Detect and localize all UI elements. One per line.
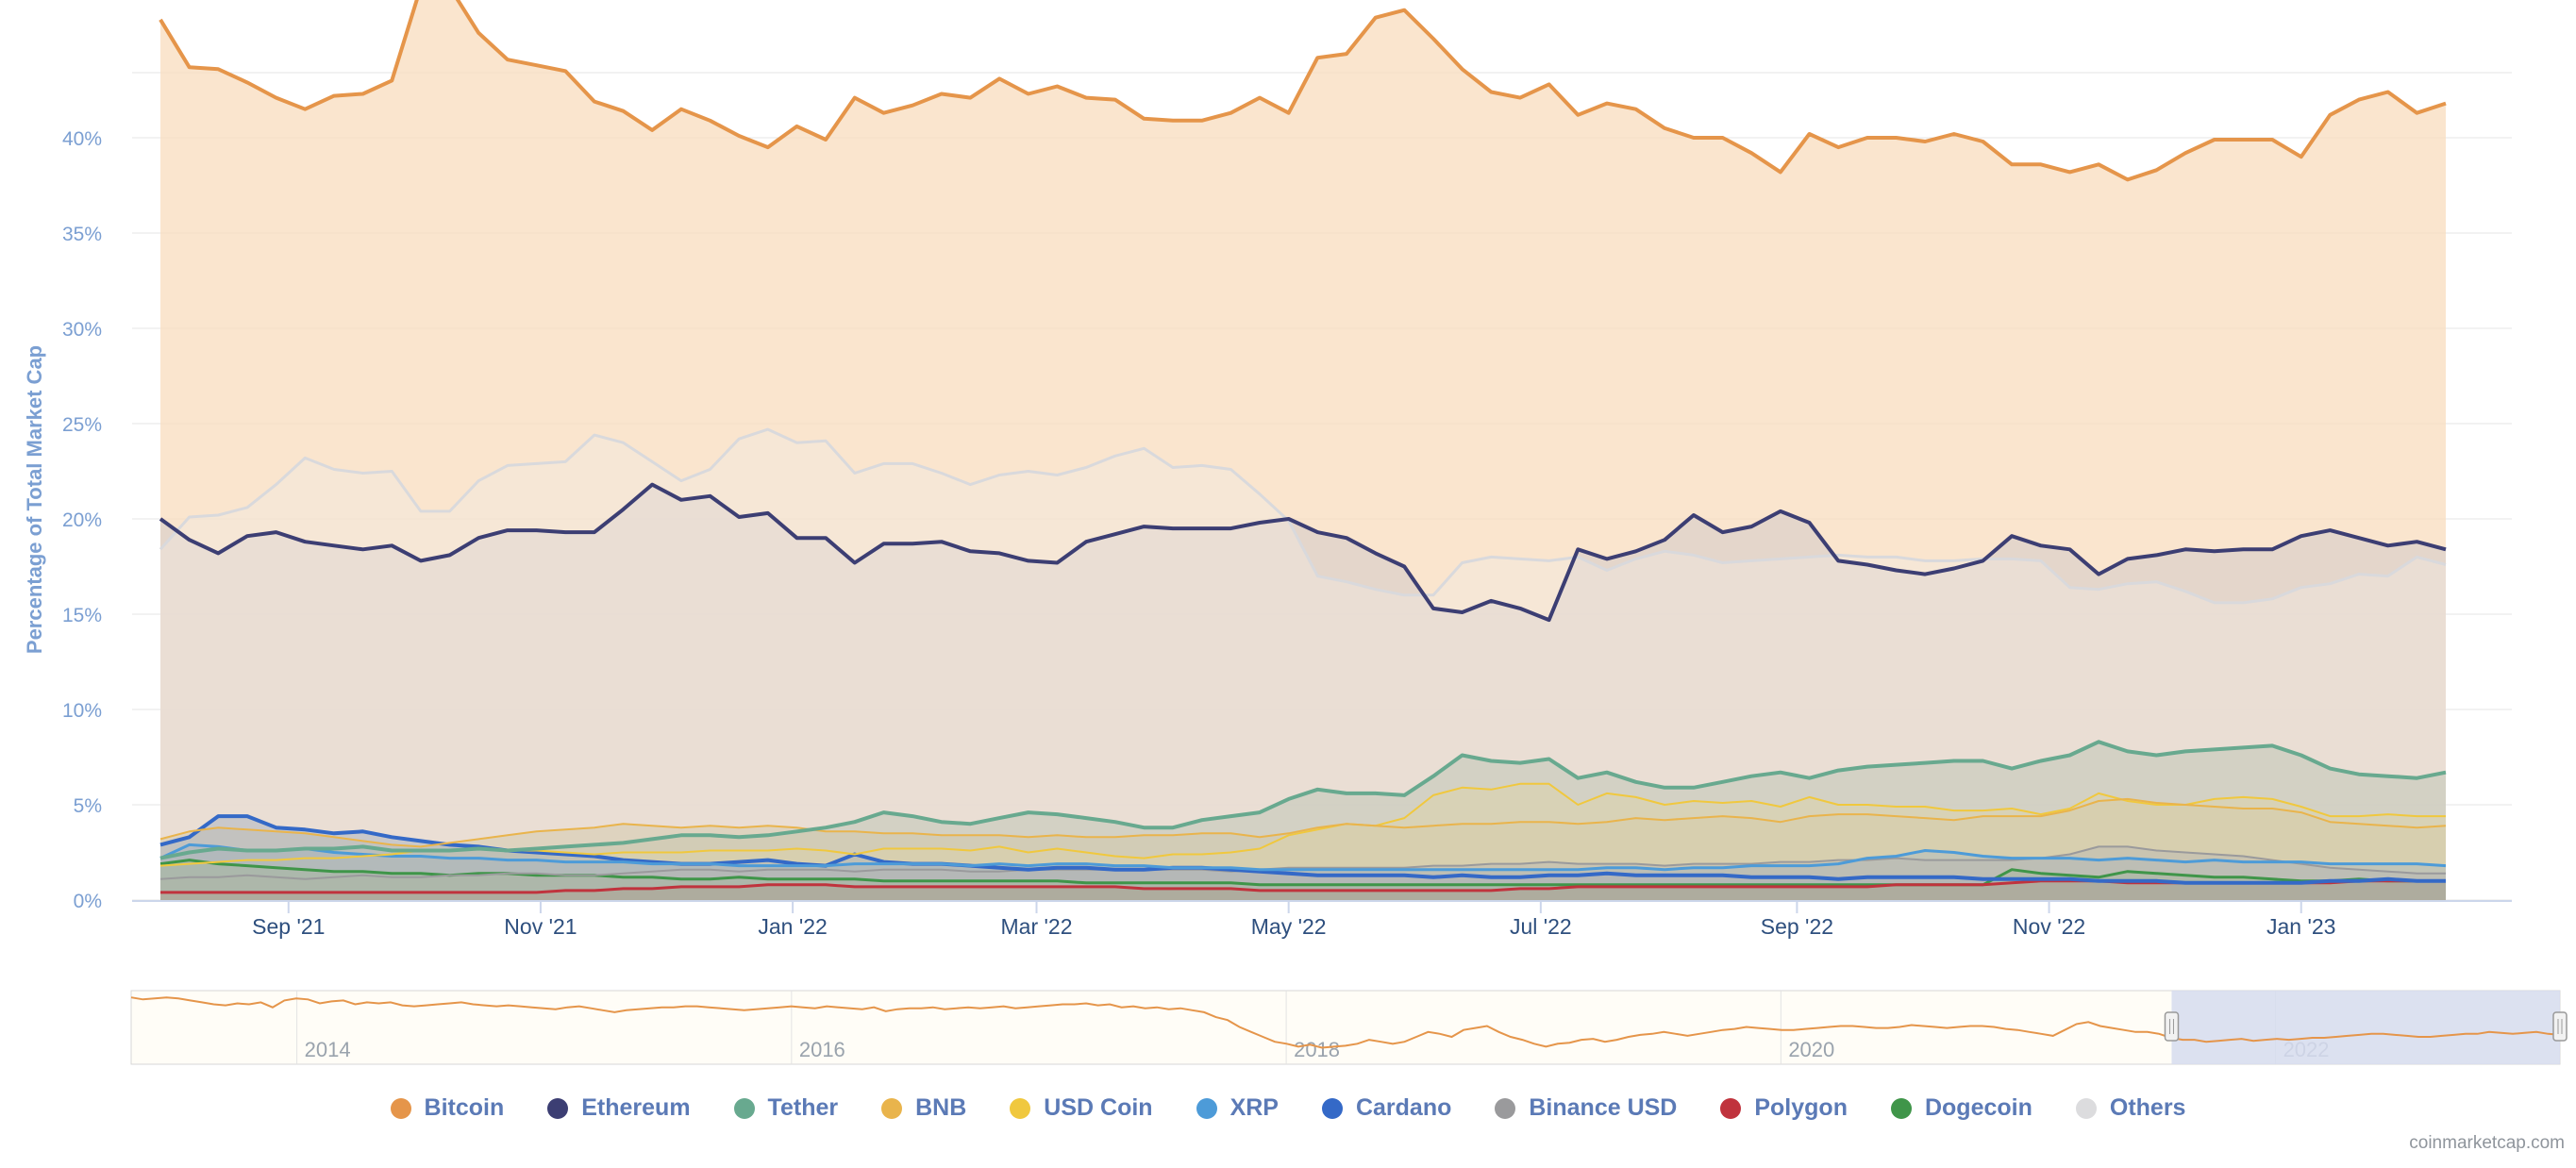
source-credit: coinmarketcap.com	[2409, 1133, 2565, 1153]
navigator-year-label: 2014	[305, 1038, 351, 1061]
chart-svg: 0% 5% 10% 15% 20% 25% 30% 35% 40% Sep '21 Nov '21…	[23, 0, 2568, 1065]
line-usd-coin[interactable]	[159, 782, 2446, 867]
legend-item-bnb[interactable]: BNB	[881, 1094, 966, 1122]
x-tick-label: Sep '21	[252, 914, 325, 939]
legend-item-binance-usd[interactable]: Binance USD	[1495, 1094, 1677, 1122]
legend-marker	[1720, 1097, 1742, 1119]
legend-label: Others	[2109, 1094, 2186, 1121]
area-bitcoin	[160, 0, 2446, 900]
legend-label: Cardano	[1355, 1094, 1452, 1121]
legend-item-bitcoin[interactable]: Bitcoin	[390, 1094, 505, 1122]
x-tick-label: Jan '23	[2267, 914, 2335, 939]
legend-label: XRP	[1229, 1094, 1279, 1121]
legend-marker	[881, 1097, 903, 1119]
x-axis: Sep '21 Nov '21 Jan '22 Mar '22 May '22 Jul '…	[132, 900, 2512, 939]
legend-label: Ethereum	[581, 1094, 691, 1121]
line-bnb[interactable]	[159, 797, 2447, 848]
navigator-series-line	[130, 996, 2561, 1049]
legend-label: BNB	[915, 1094, 967, 1121]
line-xrp[interactable]	[159, 843, 2447, 872]
x-tick-label: Jan '22	[758, 914, 827, 939]
legend-marker	[2075, 1097, 2097, 1119]
navigator-year-label: 2020	[1788, 1038, 1834, 1061]
area-dogecoin	[160, 859, 2446, 900]
y-tick-label: 15%	[62, 605, 102, 626]
y-tick-label: 5%	[74, 795, 102, 817]
legend-marker	[390, 1097, 411, 1119]
legend-label: USD Coin	[1044, 1094, 1153, 1121]
line-binance-usd[interactable]	[159, 845, 2446, 880]
y-axis-title: Percentage of Total Market Cap	[23, 345, 46, 654]
area-bnb	[160, 798, 2446, 900]
y-tick-label: 30%	[62, 319, 102, 341]
y-axis: 0% 5% 10% 15% 20% 25% 30% 35% 40%	[62, 128, 102, 912]
area-others	[160, 429, 2446, 900]
legend-item-cardano[interactable]: Cardano	[1321, 1094, 1452, 1122]
line-dogecoin[interactable]	[159, 859, 2446, 887]
legend-item-polygon[interactable]: Polygon	[1720, 1094, 1848, 1122]
navigator-left-handle[interactable]	[2164, 1011, 2180, 1042]
legend-label: Bitcoin	[424, 1094, 505, 1121]
navigator-year-label: 2016	[799, 1038, 845, 1061]
series-lines	[159, 0, 2447, 894]
legend-item-tether[interactable]: Tether	[733, 1094, 839, 1122]
line-ethereum[interactable]	[159, 482, 2447, 623]
legend: Bitcoin Ethereum Tether BNB USD Coin XRP Carda…	[0, 1094, 2576, 1122]
y-tick-label: 10%	[62, 700, 102, 722]
area-ethereum	[160, 484, 2446, 900]
legend-item-usd-coin[interactable]: USD Coin	[1010, 1094, 1153, 1122]
x-tick-label: Nov '21	[504, 914, 577, 939]
x-tick-label: Mar '22	[1001, 914, 1073, 939]
line-cardano[interactable]	[159, 814, 2446, 885]
legend-marker	[1495, 1097, 1516, 1119]
x-tick-label: Nov '22	[2013, 914, 2085, 939]
y-tick-label: 0%	[74, 891, 102, 912]
navigator-selection[interactable]	[2171, 991, 2560, 1064]
legend-label: Polygon	[1754, 1094, 1848, 1121]
legend-marker	[1321, 1097, 1343, 1119]
y-tick-label: 25%	[62, 414, 102, 436]
line-others[interactable]	[159, 427, 2447, 605]
y-tick-label: 20%	[62, 509, 102, 531]
legend-marker	[1010, 1097, 1031, 1119]
navigator-year-label: 2018	[1294, 1038, 1340, 1061]
line-tether[interactable]	[159, 740, 2447, 860]
legend-item-others[interactable]: Others	[2075, 1094, 2186, 1122]
legend-marker	[1890, 1097, 1912, 1119]
x-tick-label: Sep '22	[1761, 914, 1833, 939]
legend-label: Tether	[767, 1094, 839, 1121]
navigator-background	[130, 990, 2561, 1065]
legend-marker	[547, 1097, 569, 1119]
legend-item-xrp[interactable]: XRP	[1196, 1094, 1279, 1122]
x-tick-label: Jul '22	[1510, 914, 1572, 939]
navigator-right-handle[interactable]	[2552, 1011, 2568, 1042]
x-tick-label: May '22	[1251, 914, 1327, 939]
legend-item-dogecoin[interactable]: Dogecoin	[1890, 1094, 2032, 1122]
legend-label: Binance USD	[1529, 1094, 1678, 1121]
y-tick-label: 35%	[62, 224, 102, 245]
legend-marker	[733, 1097, 755, 1119]
legend-marker	[1196, 1097, 1217, 1119]
series-areas	[160, 0, 2446, 900]
y-tick-label: 40%	[62, 128, 102, 150]
time-range-navigator[interactable]: 20142016201820202022	[130, 990, 2568, 1065]
legend-item-ethereum[interactable]: Ethereum	[547, 1094, 691, 1122]
legend-label: Dogecoin	[1924, 1094, 2032, 1121]
line-bitcoin[interactable]	[159, 0, 2447, 182]
